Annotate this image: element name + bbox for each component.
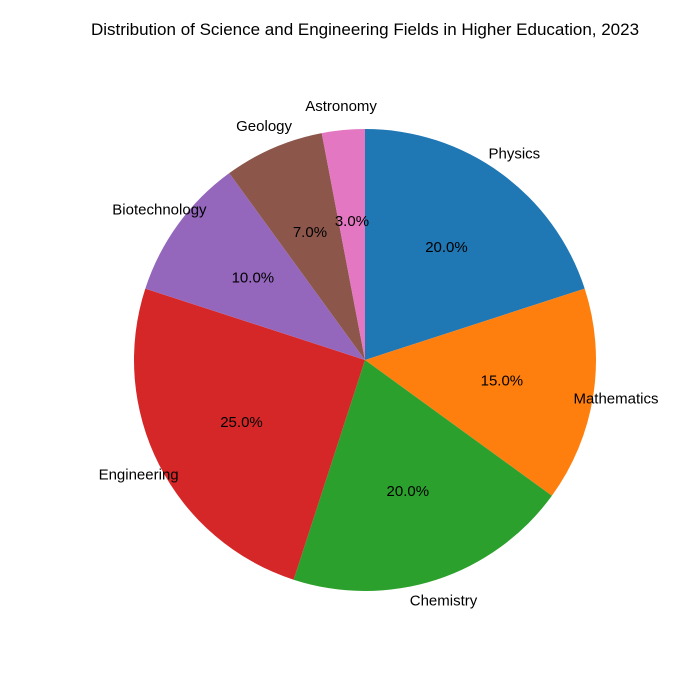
slice-label-chemistry: Chemistry xyxy=(410,593,478,610)
pct-label-chemistry: 20.0% xyxy=(387,483,430,500)
slice-physics xyxy=(365,129,585,360)
slice-biotechnology xyxy=(145,173,365,360)
slice-chemistry xyxy=(293,360,552,591)
slice-label-engineering: Engineering xyxy=(99,466,179,483)
slice-astronomy xyxy=(321,129,365,360)
slice-label-geology: Geology xyxy=(236,118,292,135)
pct-label-mathematics: 15.0% xyxy=(481,373,524,390)
slice-label-astronomy: Astronomy xyxy=(305,98,377,115)
pct-label-physics: 20.0% xyxy=(425,239,468,256)
slice-label-mathematics: Mathematics xyxy=(573,391,658,408)
pct-label-biotechnology: 10.0% xyxy=(232,270,275,287)
slice-engineering xyxy=(134,288,365,580)
slice-geology xyxy=(229,133,365,360)
chart-title: Distribution of Science and Engineering … xyxy=(91,20,639,39)
slice-mathematics xyxy=(365,288,596,496)
slice-labels: Physics 20.0% Mathematics 15.0% Chemistry 20.… xyxy=(99,98,659,610)
pct-label-astronomy: 3.0% xyxy=(335,213,369,230)
slice-label-physics: Physics xyxy=(489,145,541,162)
slice-label-biotechnology: Biotechnology xyxy=(112,202,207,219)
pct-label-engineering: 25.0% xyxy=(220,414,263,431)
pct-label-geology: 7.0% xyxy=(293,224,327,241)
pie-slices xyxy=(134,129,596,591)
